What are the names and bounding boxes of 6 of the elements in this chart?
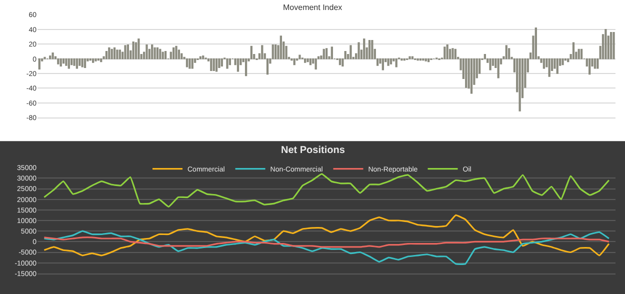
line-series: [43, 236, 610, 248]
line-series: [43, 214, 610, 256]
line-series: [43, 173, 610, 208]
line-series: [43, 230, 610, 265]
chart-title: Movement Index: [283, 3, 342, 12]
chart-title: Net Positions: [281, 145, 346, 156]
